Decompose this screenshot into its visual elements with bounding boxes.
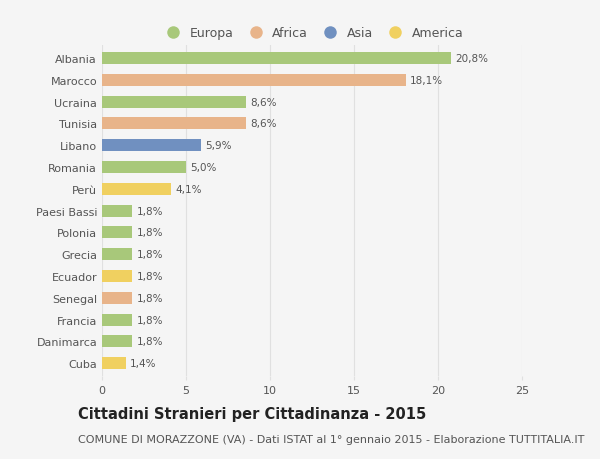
Legend: Europa, Africa, Asia, America: Europa, Africa, Asia, America	[155, 22, 469, 45]
Bar	[102, 53, 451, 65]
Bar	[102, 118, 247, 130]
Bar	[102, 314, 132, 326]
Bar	[102, 96, 247, 108]
Text: 1,8%: 1,8%	[136, 206, 163, 216]
Bar	[102, 358, 125, 369]
Text: 1,8%: 1,8%	[136, 250, 163, 260]
Text: 1,8%: 1,8%	[136, 315, 163, 325]
Text: 1,4%: 1,4%	[130, 358, 156, 368]
Bar	[102, 336, 132, 347]
Text: 5,9%: 5,9%	[205, 141, 232, 151]
Text: 1,8%: 1,8%	[136, 228, 163, 238]
Text: 8,6%: 8,6%	[251, 97, 277, 107]
Text: 1,8%: 1,8%	[136, 293, 163, 303]
Bar	[102, 270, 132, 282]
Text: 4,1%: 4,1%	[175, 185, 202, 195]
Bar	[102, 75, 406, 87]
Text: 18,1%: 18,1%	[410, 76, 443, 86]
Bar	[102, 140, 201, 152]
Text: Cittadini Stranieri per Cittadinanza - 2015: Cittadini Stranieri per Cittadinanza - 2…	[78, 406, 426, 421]
Text: 5,0%: 5,0%	[190, 162, 217, 173]
Bar	[102, 184, 171, 196]
Text: 1,8%: 1,8%	[136, 336, 163, 347]
Bar	[102, 205, 132, 217]
Text: 20,8%: 20,8%	[455, 54, 488, 64]
Bar	[102, 162, 186, 174]
Bar	[102, 249, 132, 261]
Bar	[102, 292, 132, 304]
Text: COMUNE DI MORAZZONE (VA) - Dati ISTAT al 1° gennaio 2015 - Elaborazione TUTTITAL: COMUNE DI MORAZZONE (VA) - Dati ISTAT al…	[78, 434, 584, 444]
Text: 1,8%: 1,8%	[136, 271, 163, 281]
Bar	[102, 227, 132, 239]
Text: 8,6%: 8,6%	[251, 119, 277, 129]
